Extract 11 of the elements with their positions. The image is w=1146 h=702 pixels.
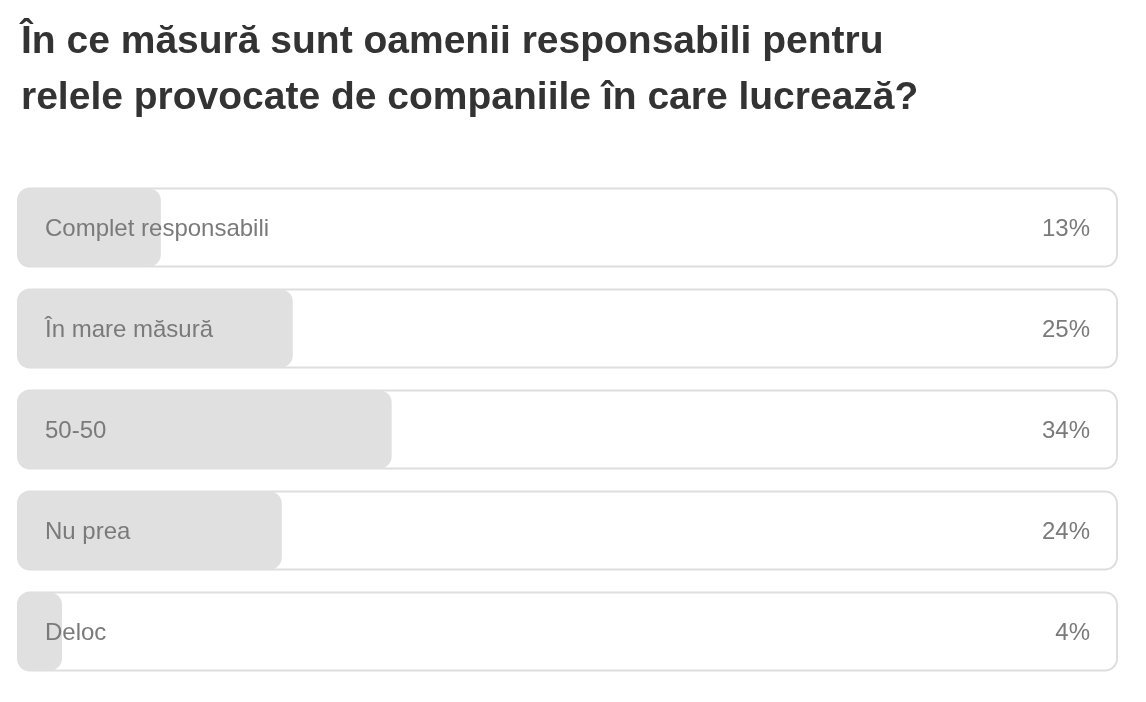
y-tick-label: Nu prea [45,517,132,544]
data-label: 4% [1055,618,1090,645]
data-label: 25% [1041,315,1090,342]
data-label: 24% [1041,517,1090,544]
y-tick-label: 50-50 [45,416,107,443]
data-label: 34% [1041,416,1090,443]
y-tick-label: În mare măsură [44,315,214,342]
data-label: 13% [1041,214,1090,241]
chart-title: În ce măsură sunt oamenii responsabili pentru relele provocate de companiile în care lucrează? [19,17,919,117]
y-tick-label: Complet responsabili [45,214,270,241]
y-tick-label: Deloc [45,618,107,645]
